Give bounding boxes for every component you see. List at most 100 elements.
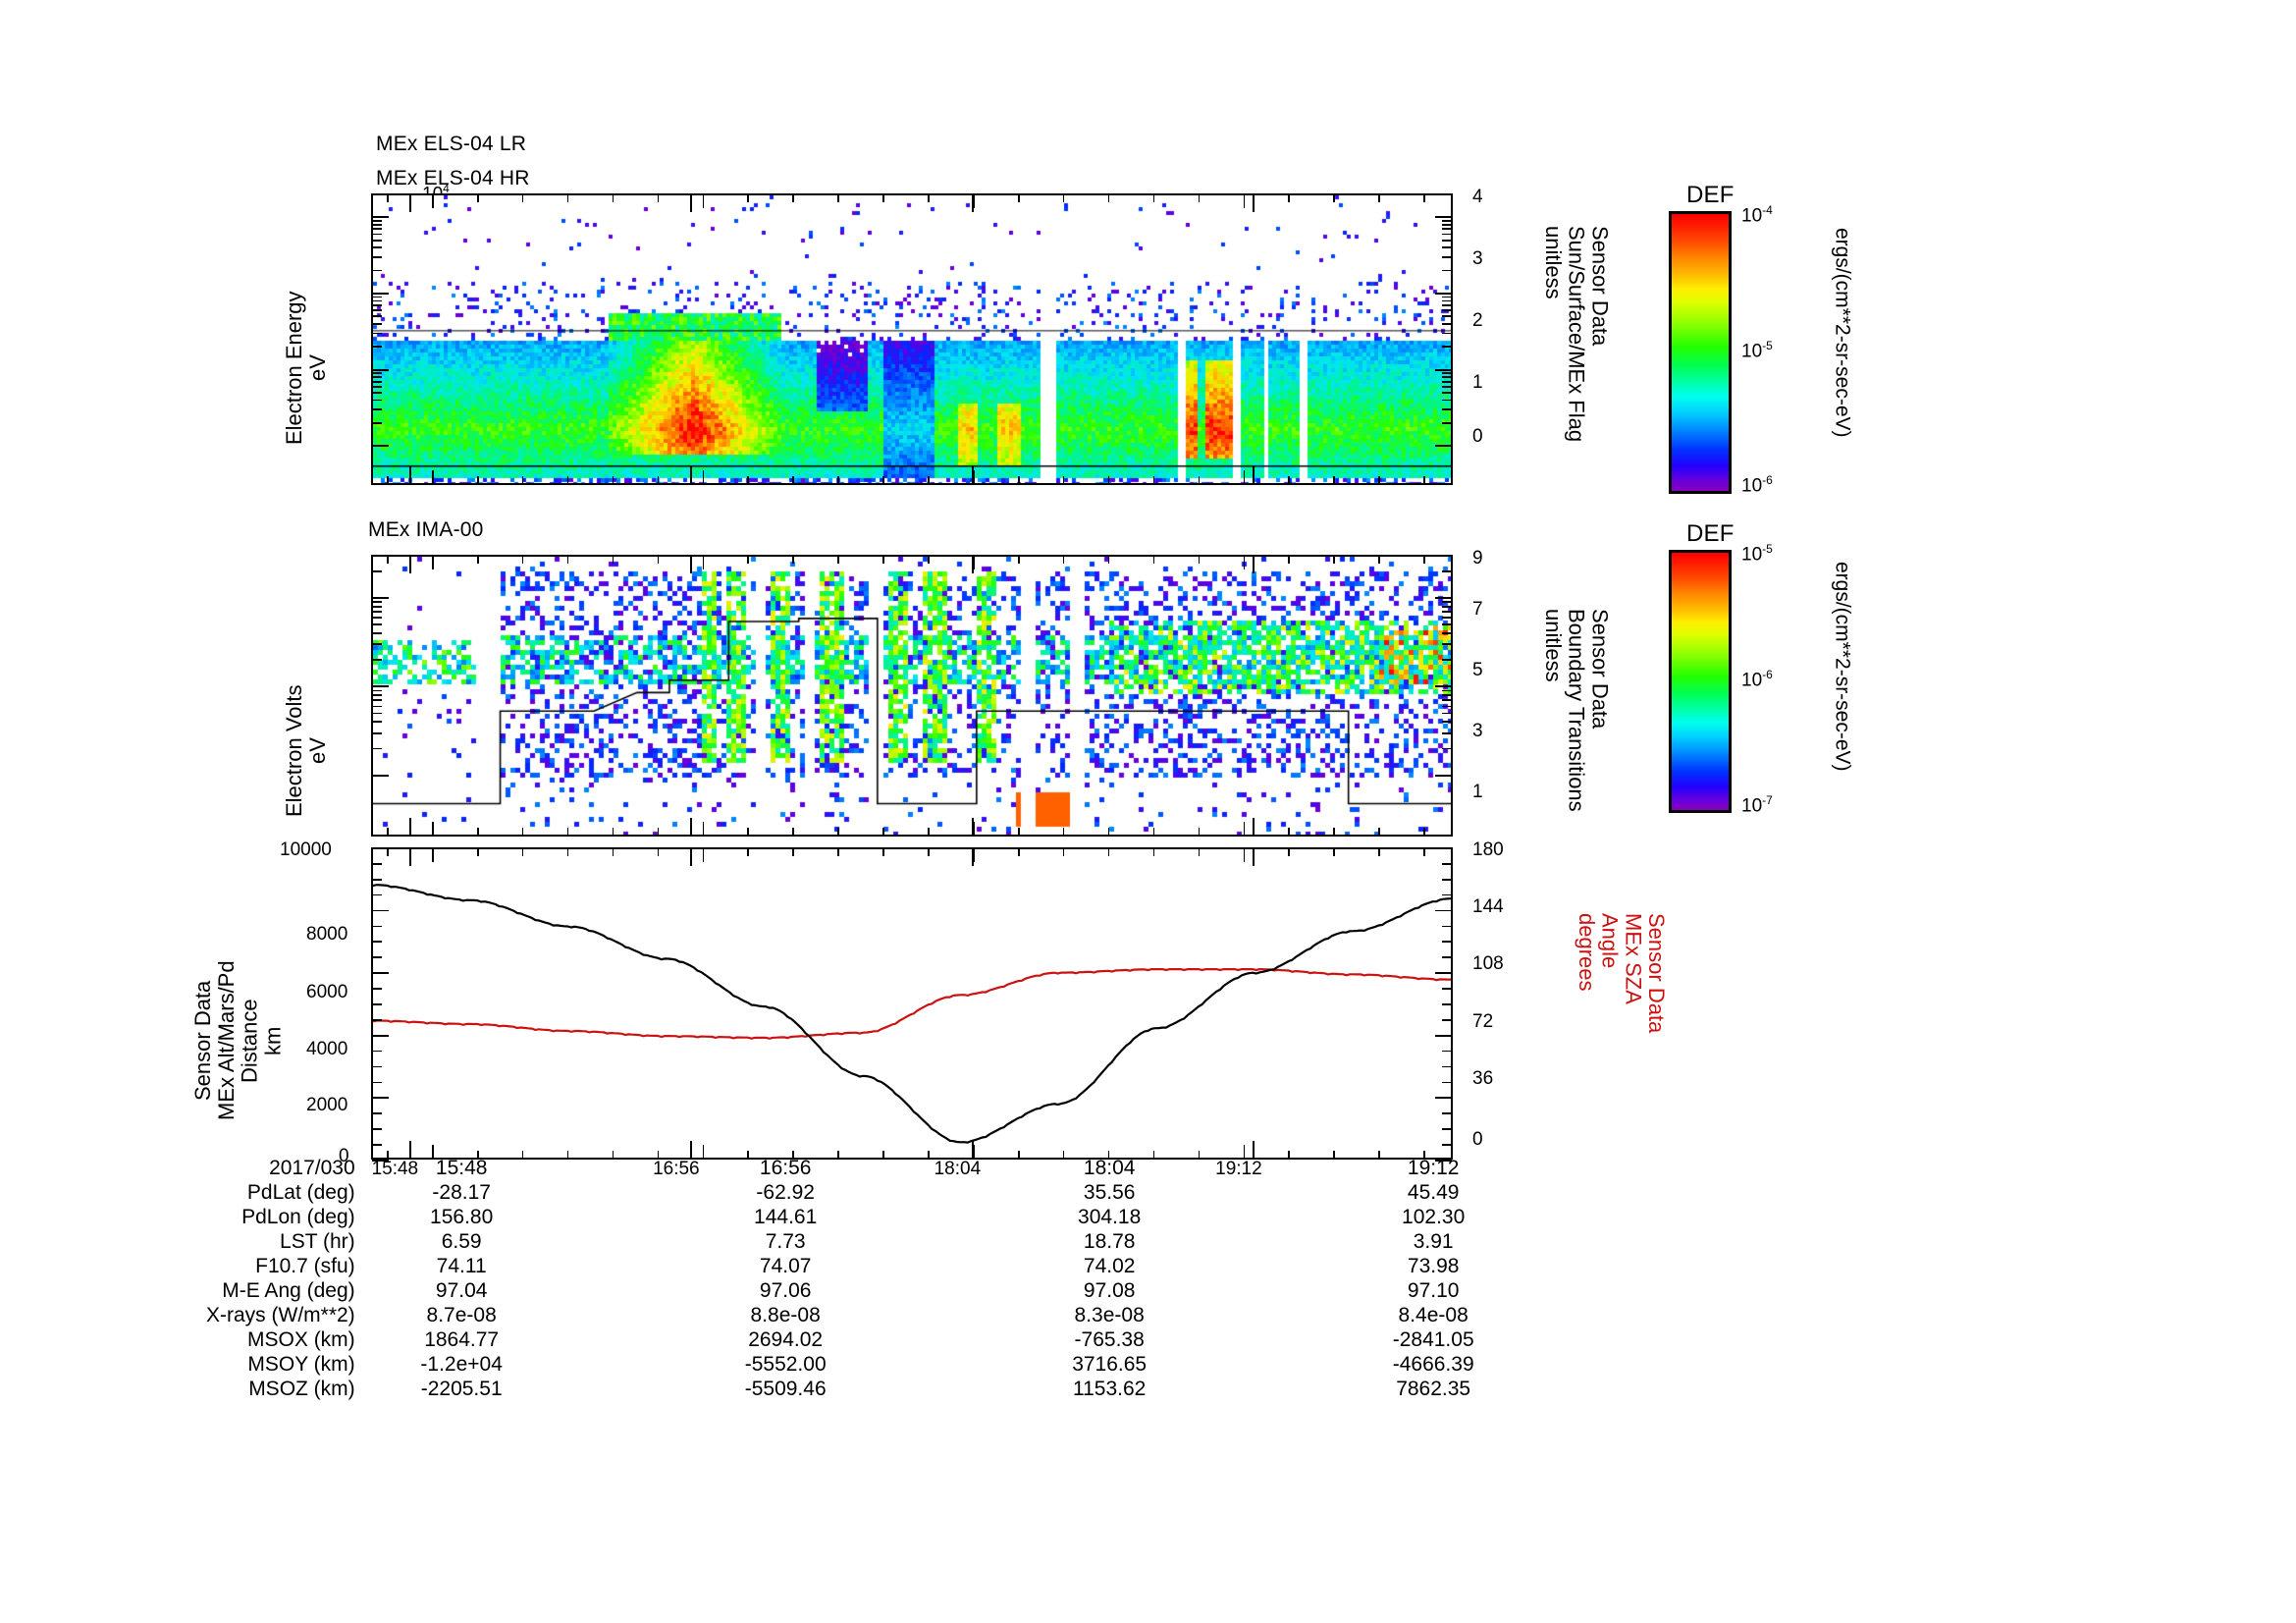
ephemeris-value: 35.56: [1083, 1181, 1136, 1204]
y-log-tick: [1442, 601, 1452, 604]
time-minor-tick: [837, 1151, 839, 1159]
time-minor-tick: [1107, 194, 1110, 202]
panel-els-ylabel-left: Electron Energy eV: [282, 291, 330, 446]
ephemeris-value: 19:12: [1407, 1157, 1460, 1179]
y-linear-tick: [1442, 1065, 1452, 1068]
time-major-tick: [408, 818, 411, 836]
time-minor-tick: [432, 470, 434, 484]
ephemeris-spacer: [1201, 1352, 1343, 1377]
time-minor-tick: [973, 556, 975, 569]
y-log-tick: [1442, 699, 1452, 702]
y-log-tick: [1435, 597, 1452, 599]
y-log-tick: [372, 322, 382, 325]
els-r-tick-1: 1: [1472, 372, 1483, 393]
time-minor-tick: [1107, 476, 1110, 484]
time-minor-tick: [882, 828, 884, 836]
time-minor-tick: [1243, 1145, 1246, 1159]
y-linear-tick: [1442, 1050, 1452, 1053]
time-minor-tick: [1198, 828, 1201, 836]
y-log-tick: [372, 774, 389, 777]
y-linear-tick: [372, 847, 389, 849]
time-minor-tick: [1333, 194, 1335, 202]
alt-ytick-8000: 8000: [306, 924, 348, 945]
ephemeris-value: 1864.77: [424, 1328, 500, 1351]
y-log-tick: [1442, 399, 1452, 402]
ephemeris-row-label: MSOY (km): [247, 1353, 355, 1376]
alt-ytick-10000: 10000: [280, 839, 332, 860]
y-linear-tick: [1442, 1003, 1452, 1005]
time-minor-tick: [432, 1145, 434, 1159]
time-minor-tick: [702, 1145, 705, 1159]
y-linear-tick: [1442, 925, 1452, 928]
time-minor-tick: [1107, 1151, 1110, 1159]
ephemeris-value: 97.10: [1407, 1279, 1460, 1302]
y-log-tick: [372, 368, 389, 371]
time-minor-tick: [1333, 556, 1335, 564]
time-minor-tick: [1152, 556, 1155, 564]
alt-ytick-6000: 6000: [306, 982, 348, 1002]
ephemeris-value: 102.30: [1402, 1206, 1466, 1228]
y-log-tick: [1442, 617, 1452, 619]
time-major-tick: [690, 1141, 693, 1159]
ephemeris-table: 2017/030 15:48 16:56 18:04 19:12 PdLat (deg) -…: [206, 1156, 1524, 1401]
time-minor-tick: [792, 556, 794, 564]
time-minor-tick: [566, 828, 569, 836]
y-log-tick: [372, 422, 382, 424]
time-minor-tick: [1198, 1151, 1201, 1159]
time-minor-tick: [928, 556, 930, 564]
y-log-tick: [372, 299, 382, 302]
time-major-tick: [690, 194, 693, 212]
ephemeris-spacer: [877, 1278, 1019, 1303]
y-linear-tick: [1435, 909, 1452, 912]
ephemeris-row-label: PdLon (deg): [241, 1206, 355, 1228]
y-log-tick: [372, 623, 382, 626]
y-log-tick: [1442, 228, 1452, 231]
time-major-tick: [1253, 466, 1255, 484]
ephemeris-value: 144.61: [754, 1206, 818, 1228]
y-linear-tick: [372, 1112, 382, 1115]
time-minor-tick: [973, 194, 975, 208]
ephemeris-value: -5509.46: [744, 1378, 827, 1400]
ephemeris-spacer: [553, 1229, 695, 1254]
time-minor-tick: [882, 476, 884, 484]
time-minor-tick: [521, 194, 524, 202]
time-major-tick: [971, 556, 974, 573]
ephemeris-row-label: MSOZ (km): [248, 1378, 355, 1400]
time-minor-tick: [1107, 556, 1110, 564]
y-log-tick: [372, 611, 382, 613]
y-log-tick: [372, 659, 382, 662]
alt-ytick-4000: 4000: [306, 1039, 348, 1059]
time-minor-tick: [973, 470, 975, 484]
y-log-tick: [1442, 372, 1452, 375]
y-linear-tick: [1442, 1081, 1452, 1084]
time-minor-tick: [387, 556, 389, 564]
y-log-tick: [372, 392, 382, 394]
y-log-tick: [372, 569, 382, 572]
y-linear-tick: [372, 878, 382, 881]
y-log-tick: [1442, 193, 1452, 195]
ephemeris-value: 74.07: [759, 1255, 812, 1277]
time-minor-tick: [1333, 848, 1335, 856]
time-minor-tick: [521, 476, 524, 484]
y-log-tick: [1435, 774, 1452, 777]
y-linear-tick: [372, 1003, 382, 1005]
time-minor-tick: [657, 828, 660, 836]
colorbar-2-tick-top: 10-5: [1741, 542, 1773, 566]
ephemeris-value: 18:04: [1083, 1157, 1136, 1179]
y-log-tick: [372, 408, 382, 411]
y-log-tick: [372, 239, 382, 242]
time-minor-tick: [973, 1145, 975, 1159]
panel-ima-ylabel-left: Electron Volts eV: [282, 684, 330, 818]
time-major-tick: [408, 848, 411, 866]
y-linear-tick: [372, 972, 389, 974]
y-log-tick: [372, 712, 382, 715]
ephemeris-row-label: MSOX (km): [247, 1328, 355, 1351]
y-linear-tick: [1435, 847, 1452, 849]
y-log-tick: [1442, 322, 1452, 325]
time-minor-tick: [566, 194, 569, 202]
y-linear-tick: [372, 1160, 389, 1162]
y-linear-tick: [1435, 1097, 1452, 1100]
y-linear-tick: [1442, 862, 1452, 865]
time-minor-tick: [1243, 822, 1246, 836]
ephemeris-value: 18.78: [1083, 1230, 1136, 1253]
